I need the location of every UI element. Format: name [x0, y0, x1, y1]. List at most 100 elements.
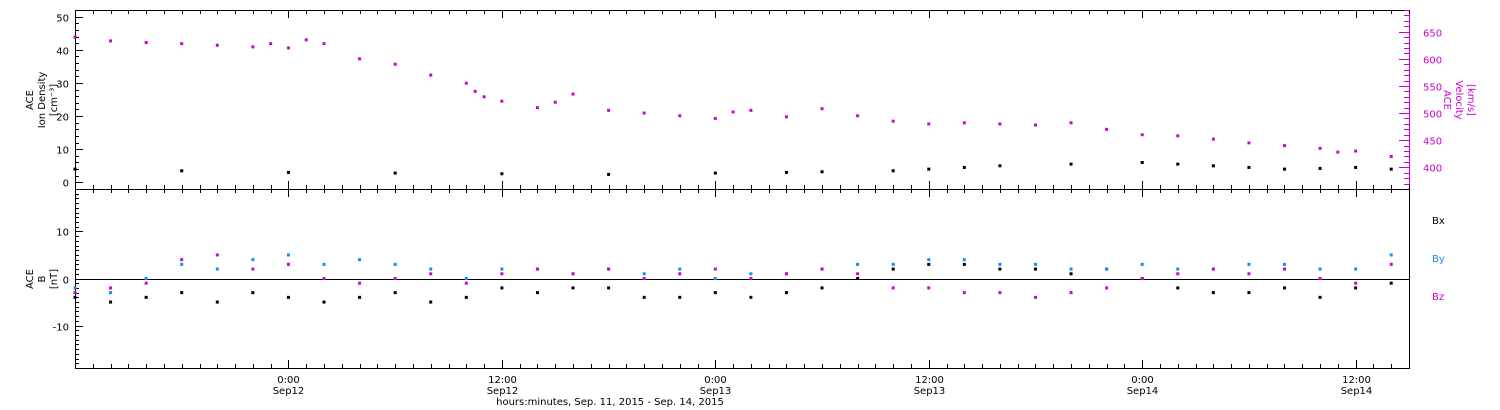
- velocity-point: [1140, 133, 1144, 137]
- velocity-point: [109, 39, 113, 43]
- density-point: [1069, 162, 1073, 166]
- bz-point: [784, 272, 788, 276]
- density-point: [820, 170, 824, 174]
- bx-point: [891, 267, 895, 271]
- velocity-point: [473, 89, 477, 93]
- density-point: [998, 164, 1002, 168]
- bz-point: [1354, 281, 1358, 285]
- x-tick-date: Sep12: [273, 386, 305, 397]
- velocity-point: [500, 99, 504, 103]
- by-point: [1247, 262, 1251, 266]
- b-ylabel-3: [nT]: [49, 269, 60, 289]
- velocity-point: [713, 116, 717, 120]
- by-point: [358, 258, 362, 262]
- velocity-point: [607, 108, 611, 112]
- x-tick-time: 0:00: [277, 375, 299, 386]
- bz-point: [1318, 277, 1322, 280]
- velocity-ytick-label: 650: [1423, 29, 1442, 40]
- velocity-ylabel-3: [km/s]: [1465, 84, 1476, 116]
- velocity-point: [1389, 154, 1393, 158]
- by-point: [144, 277, 148, 280]
- density-ylabel-2: Ion Density: [37, 72, 48, 129]
- bz-point: [322, 277, 326, 280]
- velocity-point: [1069, 121, 1073, 125]
- density-point: [1354, 165, 1358, 169]
- bx-point: [464, 295, 468, 299]
- by-point: [109, 291, 113, 295]
- legend-bz: Bz: [1432, 292, 1444, 303]
- by-point: [891, 262, 895, 266]
- density-point: [180, 169, 184, 173]
- velocity-ylabel-1: ACE: [1441, 90, 1452, 110]
- bz-point: [962, 291, 966, 295]
- density-point: [962, 165, 966, 169]
- bz-point: [215, 253, 219, 257]
- bz-point: [500, 272, 504, 276]
- x-tick-date: Sep14: [1127, 386, 1159, 397]
- velocity-ytick-label: 400: [1423, 164, 1442, 175]
- velocity-point: [1354, 149, 1358, 153]
- by-point: [286, 253, 290, 257]
- bz-point: [358, 281, 362, 285]
- bx-point: [180, 291, 184, 295]
- velocity-point: [286, 46, 290, 50]
- x-tick-time: 0:00: [1131, 375, 1153, 386]
- bz-point: [927, 286, 931, 290]
- velocity-point: [393, 62, 397, 66]
- bz-point: [1033, 295, 1037, 299]
- velocity-point: [73, 35, 77, 39]
- bx-point: [1247, 291, 1251, 295]
- density-point: [713, 171, 717, 175]
- x-tick-time: 12:00: [915, 375, 944, 386]
- x-tick-time: 12:00: [488, 375, 517, 386]
- density-ylabel-3: [cm⁻³]: [49, 84, 60, 116]
- bx-point: [109, 300, 113, 304]
- velocity-point: [820, 107, 824, 111]
- density-point: [784, 170, 788, 174]
- by-point: [1105, 267, 1109, 271]
- by-point: [1033, 262, 1037, 266]
- x-tick-time: 12:00: [1342, 375, 1371, 386]
- by-point: [927, 258, 931, 262]
- by-point: [642, 272, 646, 276]
- velocity-point: [304, 38, 308, 42]
- bz-point: [1282, 267, 1286, 271]
- bz-point: [1069, 291, 1073, 295]
- bz-point: [286, 262, 290, 266]
- velocity-point: [553, 100, 557, 104]
- bz-point: [678, 272, 682, 276]
- bx-point: [500, 286, 504, 290]
- bx-point: [215, 300, 219, 304]
- velocity-point: [1336, 150, 1340, 154]
- bz-point: [1140, 277, 1144, 280]
- by-point: [429, 267, 433, 271]
- velocity-point: [322, 42, 326, 46]
- density-point: [1389, 167, 1393, 171]
- velocity-point: [891, 119, 895, 123]
- bx-point: [1033, 267, 1037, 271]
- b-ytick-label: -10: [53, 323, 69, 334]
- bx-point: [998, 267, 1002, 271]
- bx-point: [784, 291, 788, 295]
- bx-point: [1354, 286, 1358, 290]
- by-point: [1354, 267, 1358, 271]
- density-ylabel-1: ACE: [25, 90, 36, 110]
- bx-point: [535, 291, 539, 295]
- bx-point: [820, 286, 824, 290]
- bz-point: [393, 277, 397, 280]
- velocity-point: [749, 108, 753, 112]
- velocity-point: [464, 81, 468, 85]
- by-point: [1282, 262, 1286, 266]
- by-point: [180, 262, 184, 266]
- bx-point: [607, 286, 611, 290]
- b-ylabel-1: ACE: [25, 269, 36, 289]
- velocity-point: [1247, 141, 1251, 145]
- bz-point: [1247, 272, 1251, 276]
- velocity-point: [731, 110, 735, 114]
- bx-point: [749, 295, 753, 299]
- bz-point: [1176, 272, 1180, 276]
- velocity-ytick-label: 550: [1423, 83, 1442, 94]
- velocity-point: [251, 45, 255, 49]
- bx-point: [144, 295, 148, 299]
- bz-point: [180, 258, 184, 262]
